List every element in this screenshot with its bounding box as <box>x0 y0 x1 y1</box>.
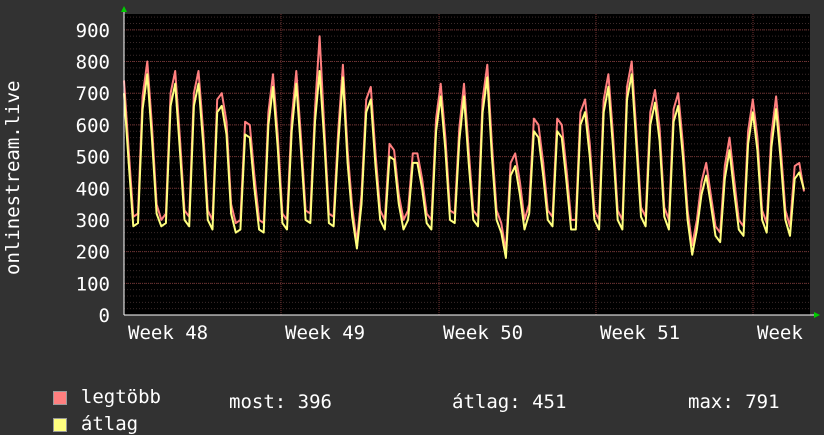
plot-area <box>124 14 810 315</box>
y-tick-label: 500 <box>76 147 110 169</box>
atlag-swatch <box>52 417 67 432</box>
y-tick-label: 200 <box>76 242 110 264</box>
x-tick-label: Week 50 <box>443 322 523 344</box>
series-line-atlag <box>123 70 805 259</box>
y-tick-label: 0 <box>99 305 110 327</box>
y-tick-labels: 0 100 200 300 400 500 600 700 800 900 <box>76 20 110 327</box>
x-tick-label: Week 49 <box>285 322 365 344</box>
stat-atlag: átlag: 451 <box>452 391 567 413</box>
x-axis-arrow <box>814 312 820 318</box>
stat-most: most: 396 <box>229 391 332 413</box>
stat-max: max: 791 <box>688 391 780 413</box>
series-lines <box>123 35 805 259</box>
legend-item-atlag: átlag <box>30 391 138 435</box>
legtobb-swatch <box>52 390 67 405</box>
y-axis-arrow <box>121 6 127 12</box>
y-tick-label: 600 <box>76 115 110 137</box>
series-line-legtobb <box>123 35 805 253</box>
y-axis-label: onlinestream.live <box>2 81 24 275</box>
axes <box>121 6 820 318</box>
legend-label-atlag: átlag <box>80 413 139 435</box>
y-tick-label: 100 <box>76 273 110 295</box>
legend-item-legtobb: legtöbb <box>30 364 161 408</box>
y-tick-label: 400 <box>76 178 110 200</box>
x-tick-label: Week <box>757 322 803 344</box>
y-tick-label: 300 <box>76 210 110 232</box>
y-tick-label: 800 <box>76 52 110 74</box>
x-tick-label: Week 48 <box>128 322 208 344</box>
y-tick-label: 700 <box>76 83 110 105</box>
x-tick-label: Week 51 <box>600 322 680 344</box>
y-tick-label: 900 <box>76 20 110 42</box>
legend-label-legtobb: legtöbb <box>80 386 161 408</box>
x-tick-labels: Week 48 Week 49 Week 50 Week 51 Week <box>128 322 803 344</box>
